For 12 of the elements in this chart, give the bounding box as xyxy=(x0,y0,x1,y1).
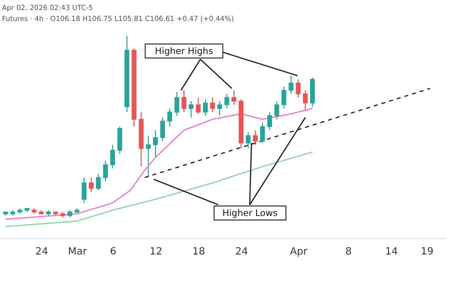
x-tick-label: 8 xyxy=(345,246,352,258)
x-tick-label: 19 xyxy=(420,246,434,258)
annotation: Higher Highs xyxy=(154,47,214,57)
x-tick-label: 14 xyxy=(385,246,398,258)
x-tick-label: 24 xyxy=(35,246,48,258)
x-tick-label: Mar xyxy=(68,246,88,258)
x-tick-label: 24 xyxy=(235,246,248,258)
x-tick-label: 18 xyxy=(192,246,206,258)
x-tick-label: 6 xyxy=(110,246,116,258)
annotation: Higher Lows xyxy=(222,209,278,219)
x-tick-label: Apr xyxy=(290,246,308,258)
x-tick-label: 12 xyxy=(150,246,162,258)
